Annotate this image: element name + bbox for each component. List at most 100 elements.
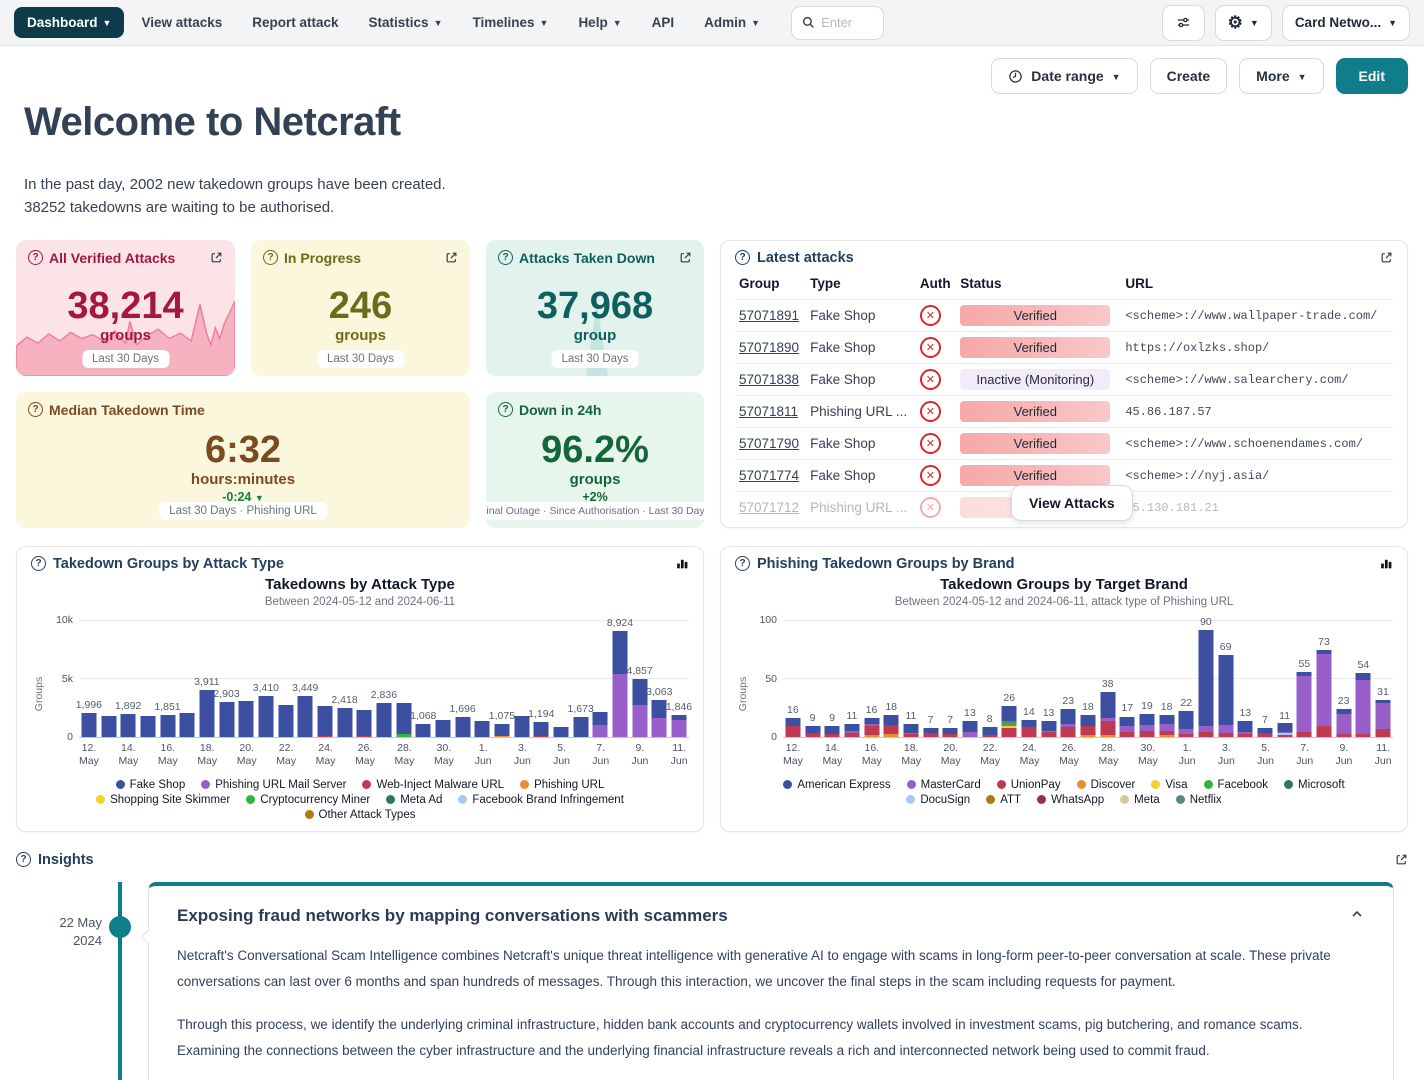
card-title: Down in 24h (519, 401, 602, 418)
legend-item[interactable]: ATT (986, 794, 1021, 806)
legend-item[interactable]: Phishing URL (520, 779, 604, 791)
stacked-bar (415, 723, 431, 737)
legend-label: Meta (1134, 793, 1160, 806)
legend-item[interactable]: DocuSign (906, 794, 970, 806)
table-row[interactable]: 57071891 Fake Shop ✕ Verified <scheme>://www… (735, 298, 1393, 331)
legend-item[interactable]: American Express (783, 779, 891, 791)
bar-slot (276, 620, 296, 737)
legend-item[interactable]: Web-Inject Malware URL (362, 779, 504, 791)
help-icon[interactable]: ? (31, 556, 46, 571)
legend-item[interactable]: Phishing URL Mail Server (201, 779, 346, 791)
bar-chart-icon[interactable] (1379, 557, 1393, 570)
bar-slot: 26 (999, 620, 1019, 737)
chevron-up-icon[interactable] (1349, 906, 1365, 922)
chart-legend: Fake Shop Phishing URL Mail Server Web-Inj… (31, 779, 689, 821)
external-link-icon[interactable] (445, 251, 458, 264)
intro-line-2: 38252 takedowns are waiting to be author… (24, 199, 335, 217)
legend-item[interactable]: Other Attack Types (304, 808, 416, 821)
external-link-icon[interactable] (210, 251, 223, 264)
legend-item[interactable]: WhatsApp (1037, 794, 1104, 806)
group-link[interactable]: 57071774 (739, 467, 800, 483)
help-icon[interactable]: ? (735, 556, 750, 571)
bar-chart-icon[interactable] (675, 557, 689, 570)
chart-title: Takedowns by Attack Type (265, 575, 455, 593)
legend-item[interactable]: Discover (1076, 779, 1135, 791)
create-button[interactable]: Create (1149, 58, 1228, 94)
legend-item[interactable]: MasterCard (906, 778, 981, 791)
nav-item-help[interactable]: Help ▼ (565, 7, 634, 38)
table-row[interactable]: 57071838 Fake Shop ✕ Inactive (Monitoring) <… (735, 362, 1393, 395)
legend-item[interactable]: Cryptocurrency Miner (246, 794, 370, 806)
nav-item-timelines[interactable]: Timelines ▼ (459, 7, 561, 38)
stacked-bar (671, 714, 687, 737)
group-link[interactable]: 57071891 (739, 307, 800, 323)
group-link[interactable]: 57071811 (739, 403, 799, 419)
legend-label: MasterCard (920, 778, 981, 791)
legend-label: Fake Shop (129, 778, 186, 791)
nav-item-dashboard[interactable]: Dashboard ▼ (14, 7, 125, 38)
legend-item[interactable]: Shopping Site Skimmer (96, 794, 230, 806)
table-row[interactable]: 57071890 Fake Shop ✕ Verified https://oxlzks… (735, 330, 1393, 363)
filter-sliders-button[interactable] (1161, 4, 1205, 41)
metric-unit: groups (569, 470, 621, 488)
legend-item[interactable]: Visa (1151, 779, 1188, 791)
legend-item[interactable]: Netflix (1175, 794, 1222, 806)
nav-item-report-attack[interactable]: Report attack (239, 7, 351, 38)
column-header: Type (810, 275, 841, 291)
external-link-icon[interactable] (1380, 251, 1393, 264)
card-network-selector[interactable]: Card Netwo... ▼ (1281, 4, 1410, 41)
external-link-icon[interactable] (1395, 853, 1408, 866)
search-box[interactable] (791, 5, 885, 40)
external-link-icon[interactable] (679, 251, 692, 264)
group-link[interactable]: 57071838 (739, 371, 800, 387)
bar-value-label: 17 (1121, 702, 1134, 715)
help-icon[interactable]: ? (498, 402, 513, 417)
bar-slot: 11 (1275, 620, 1295, 737)
bar-slot (433, 620, 453, 737)
legend-item[interactable]: Facebook (1203, 779, 1268, 791)
auth-denied-icon: ✕ (919, 496, 941, 518)
bar-slot: 9 (803, 620, 823, 737)
legend-item[interactable]: Meta (1120, 794, 1160, 806)
legend-label: Meta Ad (400, 793, 443, 806)
bar-slot (394, 620, 414, 737)
nav-item-view-attacks[interactable]: View attacks (128, 7, 235, 38)
legend-item[interactable]: Fake Shop (115, 778, 186, 791)
help-icon[interactable]: ? (263, 250, 278, 265)
nav-item-statistics[interactable]: Statistics ▼ (356, 7, 456, 38)
more-button[interactable]: More ▼ (1239, 58, 1324, 94)
date-range-button[interactable]: Date range ▼ (991, 58, 1138, 94)
settings-button[interactable]: ⚙ ▼ (1214, 4, 1272, 41)
legend-label: Phishing URL Mail Server (215, 778, 347, 791)
legend-dot-icon (520, 780, 530, 790)
attack-type: Fake Shop (810, 307, 876, 323)
help-icon[interactable]: ? (498, 250, 513, 265)
legend-label: Other Attack Types (318, 808, 416, 821)
chevron-down-icon: ▼ (1297, 71, 1307, 82)
edit-button[interactable]: Edit (1335, 58, 1408, 94)
group-link[interactable]: 57071890 (739, 339, 800, 355)
group-link[interactable]: 57071790 (739, 435, 800, 451)
table-row[interactable]: 57071811 Phishing URL ... ✕ Verified 45.86.1… (735, 394, 1393, 427)
help-icon[interactable]: ? (28, 402, 43, 417)
search-input[interactable] (821, 15, 874, 30)
table-row[interactable]: 57071774 Fake Shop ✕ Verified <scheme>://nyj… (735, 458, 1393, 491)
legend-item[interactable]: Facebook Brand Infringement (458, 794, 624, 806)
sliders-icon (1177, 17, 1189, 28)
view-attacks-button[interactable]: View Attacks (1011, 484, 1133, 521)
help-icon[interactable]: ? (735, 250, 750, 265)
insight-paragraph: Netcraft's Conversational Scam Intellige… (177, 947, 1331, 989)
bar-slot: 2,418 (331, 620, 358, 737)
metric-value: 37,968 (536, 285, 654, 328)
legend-item[interactable]: UnionPay (996, 779, 1061, 791)
table-row[interactable]: 57071790 Fake Shop ✕ Verified <scheme>://www… (735, 426, 1393, 459)
help-icon[interactable]: ? (28, 250, 43, 265)
group-link[interactable]: 57071712 (739, 499, 800, 515)
nav-item-api[interactable]: API (639, 7, 688, 38)
period-badge: Last 30 Days (81, 349, 170, 368)
nav-item-admin[interactable]: Admin ▼ (691, 7, 773, 38)
legend-item[interactable]: Meta Ad (386, 794, 442, 806)
legend-item[interactable]: Microsoft (1284, 779, 1345, 791)
help-icon[interactable]: ? (16, 852, 31, 867)
